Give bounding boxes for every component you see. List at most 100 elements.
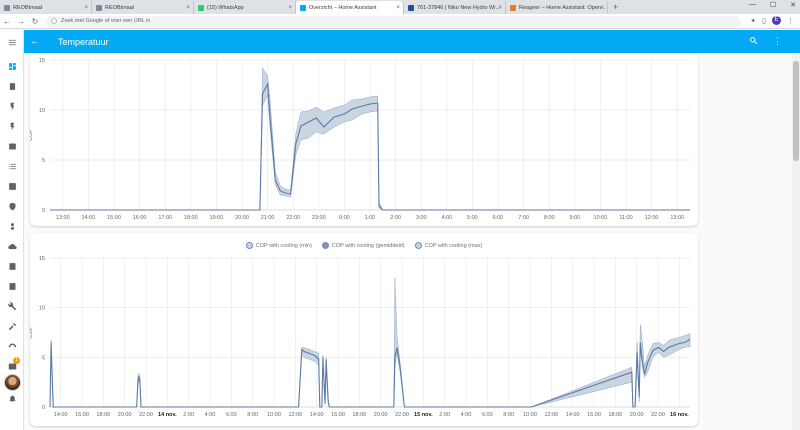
x-tick-label: 14 nov. <box>158 412 177 418</box>
legend-item-2[interactable]: COP with cooling (max) <box>414 242 482 249</box>
ha-sidebar <box>0 30 24 430</box>
browser-tab-4[interactable]: 761-37846 | Niko New Hydro Wi... × <box>404 1 506 14</box>
legend-item-1[interactable]: COP with cooling (gemiddeld) <box>321 242 405 249</box>
energy-icon[interactable] <box>5 80 19 92</box>
device-alt-icon[interactable] <box>5 280 19 292</box>
x-tick-label: 6:00 <box>493 215 504 221</box>
shield-icon[interactable] <box>5 200 19 212</box>
x-tick-label: 20:00 <box>374 412 388 418</box>
more-vert-icon[interactable]: ⋮ <box>773 36 782 46</box>
x-tick-label: 13:00 <box>56 215 70 221</box>
x-tick-label: 2:00 <box>439 412 450 418</box>
terminal-icon[interactable] <box>5 360 19 372</box>
omnibox-input[interactable]: Zoek met Google of voer een URL in <box>46 15 741 27</box>
wrench-icon[interactable] <box>5 300 19 312</box>
chart-icon[interactable] <box>5 180 19 192</box>
legend-label: COP with cooling (gemiddeld) <box>331 242 405 249</box>
close-icon[interactable]: × <box>288 4 292 11</box>
x-tick-label: 4:00 <box>441 215 452 221</box>
y-tick-label: 0 <box>42 405 45 411</box>
tab-label: 761-37846 | Niko New Hydro Wi... <box>417 4 501 11</box>
forward-icon[interactable]: → <box>17 16 25 26</box>
chart-legend: COP with cooling (min) COP with cooling (… <box>30 242 698 249</box>
y-tick-label: 5 <box>42 158 45 164</box>
x-tick-label: 13:00 <box>670 215 684 221</box>
flash-alt-icon[interactable] <box>5 120 19 132</box>
close-window-icon[interactable]: ✕ <box>790 2 796 9</box>
tab-label: Overzicht – Home Assistant <box>309 4 377 11</box>
x-tick-label: 11:00 <box>619 215 632 221</box>
window-controls: — ☐ ✕ <box>749 1 796 9</box>
history-chart-card-1: 0 5 10 15 COP 13:00 14:00 15:00 16:00 17:00 18:00 1… <box>30 54 698 226</box>
browser-tab-0[interactable]: REOBtmaal × <box>0 1 92 14</box>
scrollbar-thumb[interactable] <box>793 61 799 161</box>
close-icon[interactable]: × <box>84 4 88 11</box>
x-tick-label: 18:00 <box>352 412 366 418</box>
search-icon[interactable] <box>749 36 758 47</box>
new-tab-button[interactable]: + <box>613 2 619 12</box>
gauge-icon[interactable] <box>5 340 19 352</box>
tree-icon[interactable] <box>5 220 19 232</box>
menu-icon[interactable] <box>5 36 19 48</box>
badge-icon[interactable] <box>5 140 19 152</box>
browser-tab-1[interactable]: REOBtmaal × <box>92 1 194 14</box>
minimize-icon[interactable]: — <box>748 1 756 8</box>
tab-favicon <box>198 4 204 11</box>
x-tick-label: 18:00 <box>184 215 198 221</box>
x-tick-label: 9:00 <box>569 215 580 221</box>
legend-item-0[interactable]: COP with cooling (min) <box>245 242 312 249</box>
legend-label: COP with cooling (min) <box>255 242 312 249</box>
sidepanel-icon[interactable]: ▯ <box>762 17 766 25</box>
close-icon[interactable]: × <box>186 4 190 11</box>
x-tick-label: 7:00 <box>518 215 529 221</box>
bell-icon[interactable] <box>5 392 19 404</box>
x-tick-label: 10:00 <box>267 412 281 418</box>
x-tick-label: 21:00 <box>261 215 275 221</box>
x-tick-label: 3:00 <box>416 215 427 221</box>
cop-chart-2[interactable]: 0 5 10 15 COP 14:00 16:00 18:00 20:00 22:00 14 nov… <box>30 233 698 426</box>
close-icon[interactable]: × <box>600 4 604 11</box>
x-tick-label: 18:00 <box>608 412 622 418</box>
y-axis-label: COP <box>30 129 34 141</box>
extensions-icon[interactable]: ✦ <box>750 17 757 25</box>
x-tick-label: 2:00 <box>183 412 194 418</box>
cloud-icon[interactable] <box>5 240 19 252</box>
browser-tab-3[interactable]: Overzicht – Home Assistant × <box>296 1 404 14</box>
user-avatar[interactable] <box>4 374 21 391</box>
x-tick-label: 8:00 <box>247 412 258 418</box>
cop-chart-1[interactable]: 0 5 10 15 COP 13:00 14:00 15:00 16:00 17:00 18:00 1… <box>30 54 698 226</box>
flash-icon[interactable] <box>5 100 19 112</box>
reload-icon[interactable]: ↻ <box>31 16 39 26</box>
omnibox-placeholder: Zoek met Google of voer een URL in <box>61 18 151 24</box>
tab-label: Reageer – Home Assistant: Open... <box>519 4 606 11</box>
x-tick-label: 17:00 <box>158 215 172 221</box>
x-tick-label: 12:00 <box>544 412 558 418</box>
back-icon[interactable]: ← <box>3 16 11 26</box>
tab-favicon <box>300 4 306 11</box>
mean-line <box>49 339 691 408</box>
close-icon[interactable]: × <box>498 4 502 11</box>
close-icon[interactable]: × <box>396 4 400 11</box>
list-icon[interactable] <box>5 160 19 172</box>
page-scrollbar[interactable] <box>792 53 800 430</box>
profile-avatar[interactable]: E <box>772 16 781 25</box>
tab-favicon <box>96 4 102 11</box>
browser-tab-5[interactable]: Reageer – Home Assistant: Open... × <box>506 1 608 14</box>
x-tick-label: 16:00 <box>331 412 345 418</box>
y-tick-label: 10 <box>39 306 45 312</box>
dashboard-icon[interactable] <box>5 60 19 72</box>
hammer-icon[interactable] <box>5 320 19 332</box>
tab-label: REOBtmaal <box>105 4 135 11</box>
maximize-icon[interactable]: ☐ <box>769 2 777 9</box>
browser-tab-2[interactable]: (15) WhatsApp × <box>194 1 296 14</box>
x-tick-label: 10:00 <box>523 412 537 418</box>
legend-swatch <box>414 242 422 249</box>
x-tick-label: 0:00 <box>339 215 350 221</box>
tab-favicon <box>510 4 516 11</box>
legend-swatch <box>321 242 329 249</box>
google-icon <box>51 18 57 24</box>
tab-favicon <box>408 4 414 11</box>
browser-menu-icon[interactable]: ⋮ <box>787 17 794 25</box>
device-icon[interactable] <box>5 260 19 272</box>
arrow-left-icon[interactable]: ← <box>30 36 40 47</box>
